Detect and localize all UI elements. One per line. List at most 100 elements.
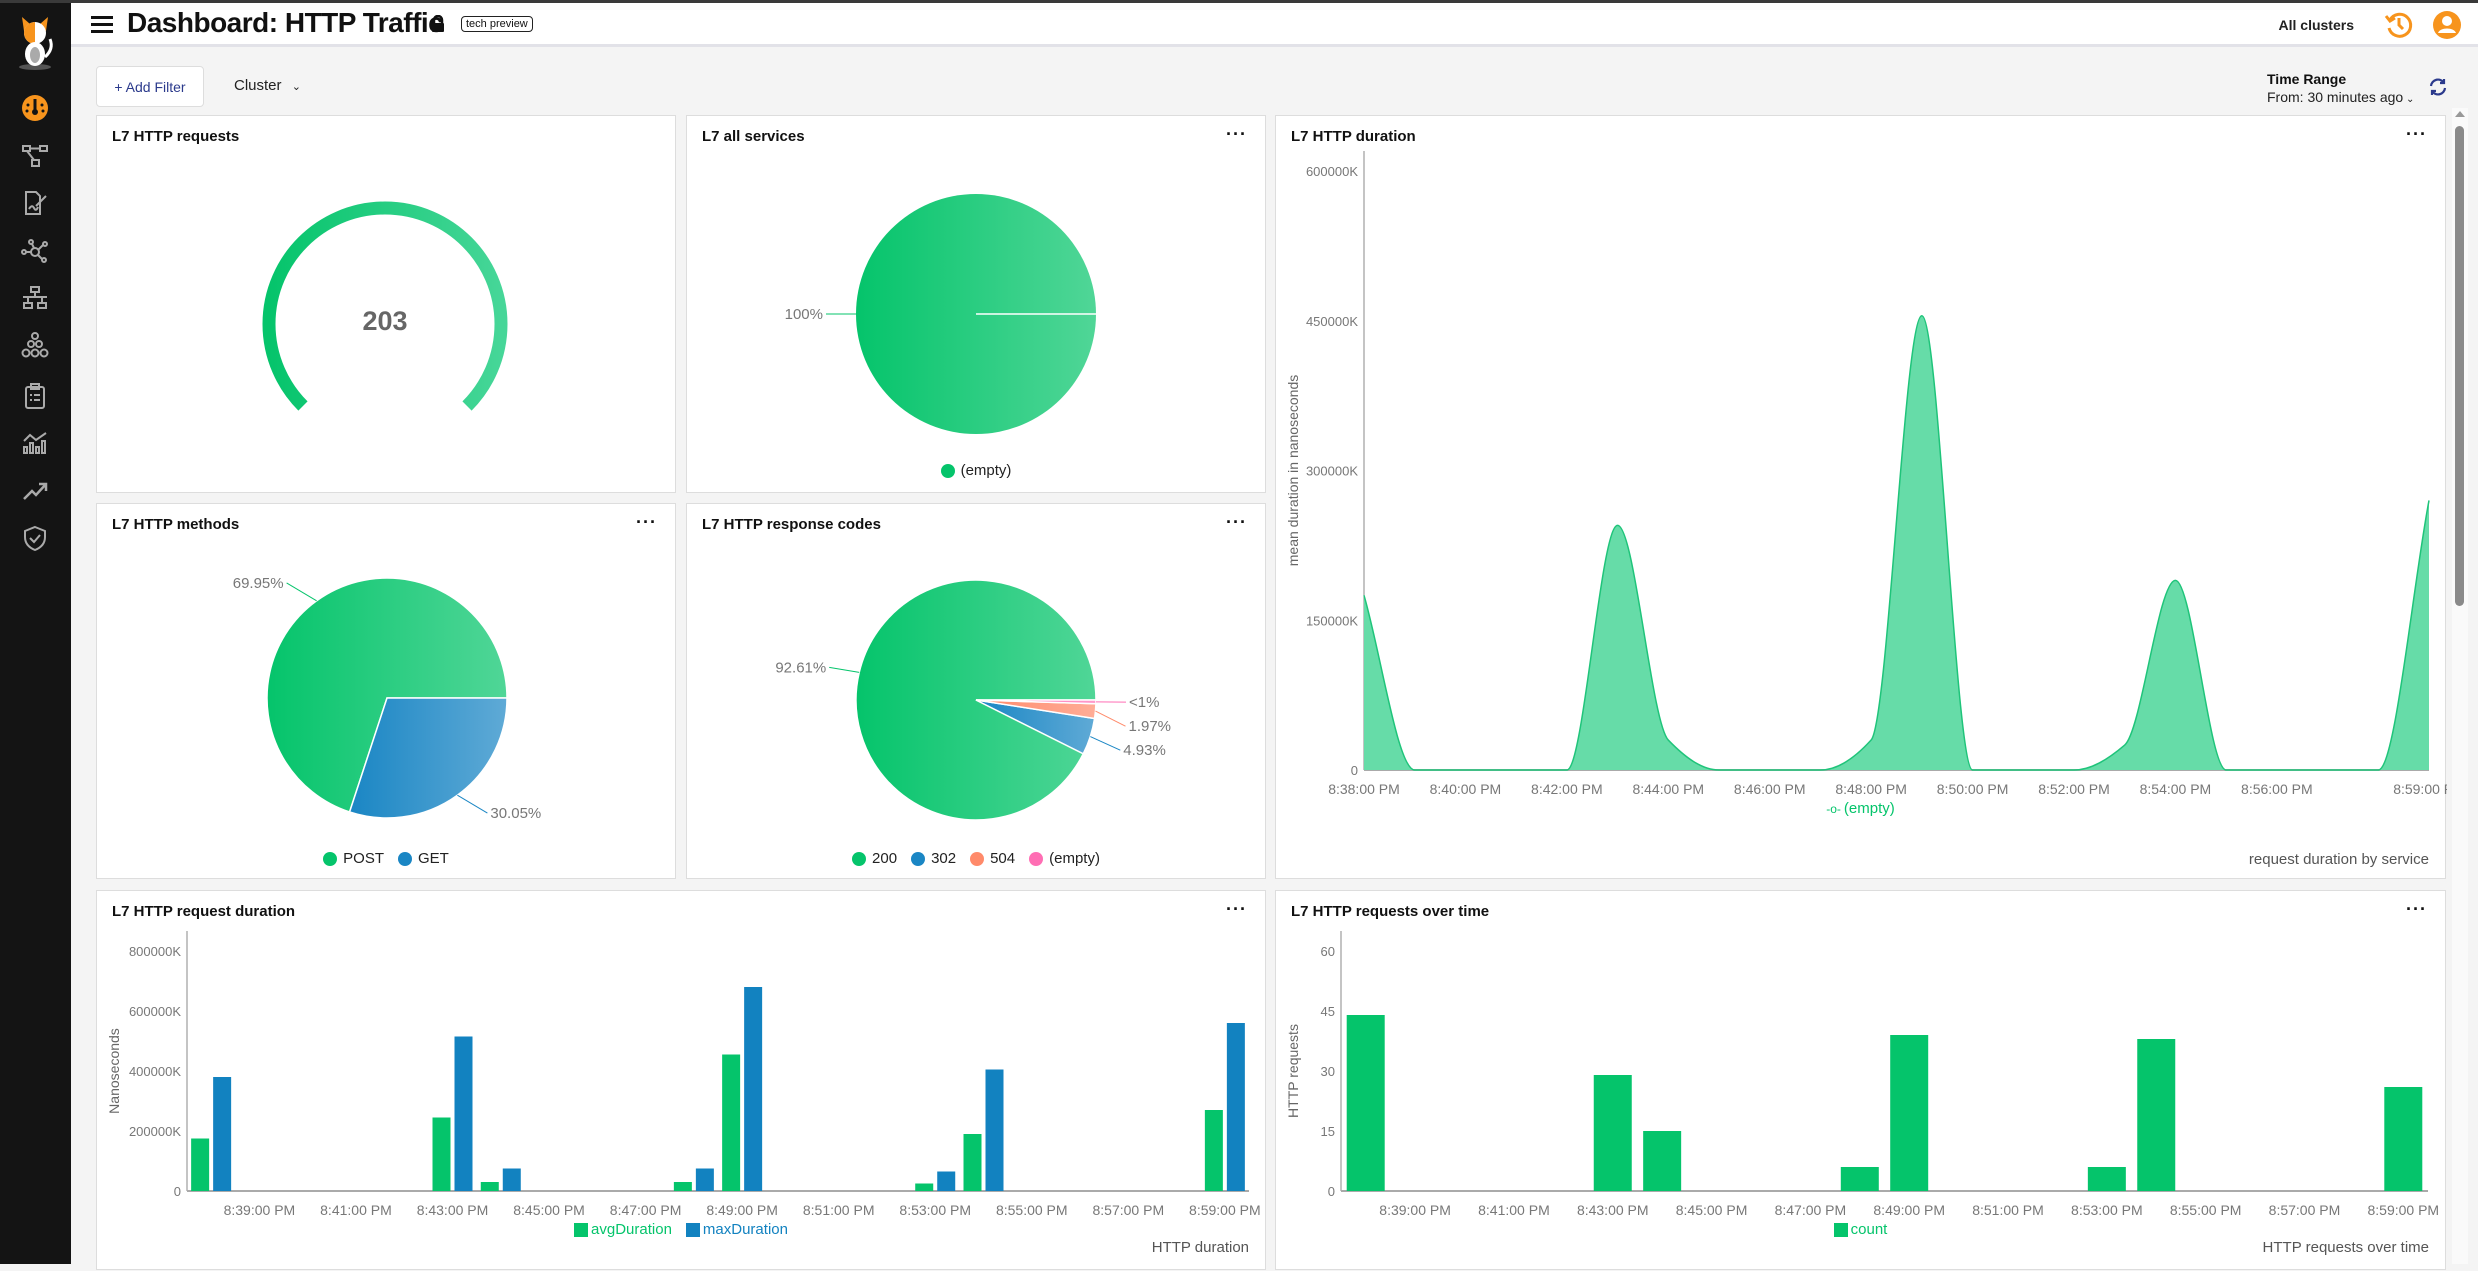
- sidebar-item-security[interactable]: [18, 521, 52, 555]
- y-tick-label: 0: [1351, 763, 1358, 778]
- network-icon: [21, 239, 49, 263]
- slice-label: 92.61%: [775, 659, 826, 676]
- sidebar-item-trends[interactable]: [18, 474, 52, 508]
- slice-label: 100%: [785, 306, 823, 323]
- y-tick-label: 300000K: [1306, 464, 1358, 479]
- sidebar-item-clusters[interactable]: [18, 328, 52, 362]
- sidebar-item-topology[interactable]: [18, 139, 52, 173]
- y-tick-label: 60: [1321, 944, 1335, 959]
- label-leader-line: [1090, 737, 1120, 751]
- x-tick-label: 8:47:00 PM: [610, 1202, 682, 1218]
- cluster-filter-dropdown[interactable]: Cluster ⌄: [234, 77, 301, 94]
- panel-all-services: L7 all services ··· 100% (empty): [686, 115, 1266, 493]
- legend-item[interactable]: count: [1834, 1221, 1888, 1238]
- refresh-icon[interactable]: [2428, 77, 2448, 97]
- y-tick-label: 0: [1328, 1184, 1335, 1199]
- slice-label: 30.05%: [490, 805, 541, 822]
- y-tick-label: 600000K: [1306, 164, 1358, 179]
- legend-item[interactable]: 302: [911, 850, 956, 867]
- chart-subtitle: request duration by service: [2249, 851, 2429, 868]
- sidebar-item-dashboard[interactable]: [18, 91, 52, 125]
- topology-icon: [22, 144, 48, 168]
- hierarchy-icon: [22, 286, 48, 310]
- y-tick-label: 450000K: [1306, 314, 1358, 329]
- x-tick-label: 8:53:00 PM: [899, 1202, 971, 1218]
- x-tick-label: 8:40:00 PM: [1430, 781, 1502, 797]
- lock-icon: [431, 15, 445, 33]
- legend-swatch: [941, 464, 955, 478]
- sidebar-item-network[interactable]: [18, 234, 52, 268]
- history-icon[interactable]: [2384, 10, 2414, 40]
- x-tick-label: 8:57:00 PM: [1093, 1202, 1165, 1218]
- y-axis-title: HTTP requests: [1285, 1024, 1301, 1118]
- legend-swatch: [574, 1223, 588, 1237]
- page-title: Dashboard: HTTP Traffic: [127, 7, 443, 39]
- legend-label: count: [1851, 1221, 1888, 1238]
- bar: [433, 1118, 451, 1192]
- bar: [503, 1169, 521, 1192]
- x-tick-label: 8:48:00 PM: [1835, 781, 1907, 797]
- chart-legend[interactable]: -o-(empty): [1276, 800, 2445, 817]
- legend-item[interactable]: 200: [852, 850, 897, 867]
- legend-item[interactable]: avgDuration: [574, 1221, 672, 1238]
- user-avatar-icon[interactable]: [2432, 10, 2462, 40]
- legend-item[interactable]: maxDuration: [686, 1221, 788, 1238]
- sidebar-item-analytics[interactable]: [18, 426, 52, 460]
- bar: [2384, 1087, 2422, 1191]
- legend-swatch: [323, 852, 337, 866]
- time-range-dropdown[interactable]: From: 30 minutes ago ⌄: [2267, 89, 2414, 105]
- sidebar-item-policy[interactable]: [18, 186, 52, 220]
- legend-label: 504: [990, 850, 1015, 867]
- x-tick-label: 8:51:00 PM: [803, 1202, 875, 1218]
- legend-item[interactable]: POST: [323, 850, 384, 867]
- bar: [2088, 1167, 2126, 1191]
- sidebar-item-hierarchy[interactable]: [18, 281, 52, 315]
- legend-item[interactable]: GET: [398, 850, 449, 867]
- legend-label: (empty): [961, 462, 1012, 479]
- legend-swatch: [1029, 852, 1043, 866]
- cat-logo-icon[interactable]: [10, 9, 60, 71]
- menu-hamburger-icon[interactable]: [91, 16, 113, 33]
- bar: [2137, 1039, 2175, 1191]
- legend-line-marker-icon: -o-: [1826, 802, 1841, 816]
- legend-label: (empty): [1844, 800, 1895, 817]
- scroll-up-arrow-icon[interactable]: [2455, 111, 2465, 117]
- request-duration-bar-chart: 0200000K400000K600000K800000KNanoseconds…: [97, 891, 1267, 1271]
- legend-item[interactable]: 504: [970, 850, 1015, 867]
- bar: [696, 1169, 714, 1192]
- chart-legend[interactable]: avgDuration maxDuration: [97, 1221, 1265, 1238]
- bar: [1841, 1167, 1879, 1191]
- sidebar-item-reports[interactable]: [18, 379, 52, 413]
- bar: [964, 1134, 982, 1191]
- scrollbar-thumb[interactable]: [2455, 126, 2464, 606]
- bar: [937, 1172, 955, 1192]
- x-tick-label: 8:56:00 PM: [2241, 781, 2313, 797]
- legend-item[interactable]: (empty): [1029, 850, 1100, 867]
- cluster-selector[interactable]: All clusters: [2279, 17, 2354, 33]
- chart-legend[interactable]: count: [1276, 1221, 2445, 1238]
- x-tick-label: 8:59:00 PM: [2393, 781, 2447, 797]
- x-tick-label: 8:49:00 PM: [1873, 1202, 1945, 1218]
- codes-pie: 92.61%4.93%1.97%<1%: [687, 504, 1267, 880]
- bar: [915, 1184, 933, 1192]
- legend-label: GET: [418, 850, 449, 867]
- sidebar: [0, 3, 71, 1264]
- chart-legend: POST GET: [97, 850, 675, 867]
- y-tick-label: 45: [1321, 1004, 1335, 1019]
- chart-legend: 200 302 504 (empty): [687, 850, 1265, 867]
- legend-item[interactable]: (empty): [941, 462, 1012, 479]
- legend-item[interactable]: -o-(empty): [1826, 800, 1895, 817]
- legend-swatch: [398, 852, 412, 866]
- x-tick-label: 8:45:00 PM: [513, 1202, 585, 1218]
- cluster-filter-label: Cluster: [234, 77, 282, 94]
- add-filter-button[interactable]: + Add Filter: [96, 66, 204, 107]
- page-scrollbar[interactable]: [2452, 108, 2468, 1264]
- bar: [213, 1077, 231, 1191]
- x-tick-label: 8:49:00 PM: [706, 1202, 778, 1218]
- y-tick-label: 30: [1321, 1064, 1335, 1079]
- x-tick-label: 8:38:00 PM: [1328, 781, 1400, 797]
